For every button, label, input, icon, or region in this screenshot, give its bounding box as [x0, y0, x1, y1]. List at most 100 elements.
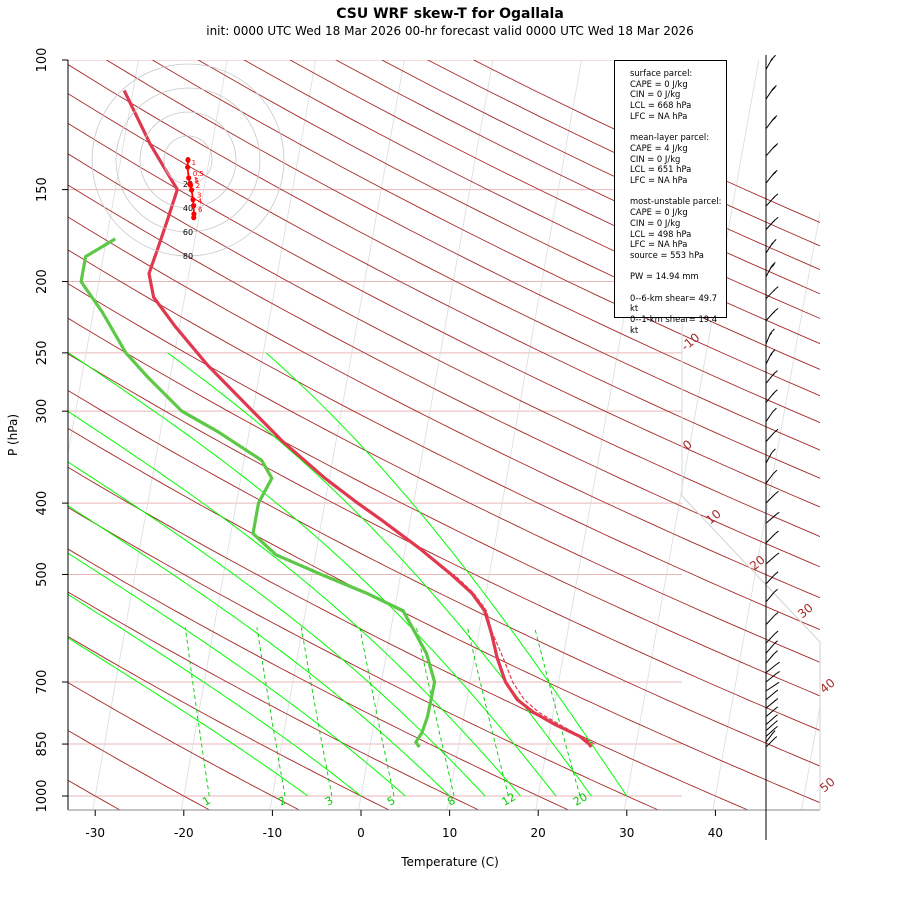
wind-barb [765, 239, 777, 254]
dry-adiabat [68, 427, 820, 804]
wind-barb [765, 217, 779, 230]
wind-barb-half-flag [774, 736, 778, 739]
wind-barb-half-flag [775, 726, 778, 729]
wind-barb-half-flag [772, 220, 776, 223]
parcel-trace [453, 573, 595, 745]
y-tick-label: 1000 [35, 779, 50, 812]
wind-barb-half-flag [773, 730, 776, 733]
wind-barb [765, 726, 778, 737]
y-tick-label: 500 [35, 562, 50, 587]
dry-adiabat [380, 60, 820, 271]
chart-subtitle: init: 0000 UTC Wed 18 Mar 2026 00-hr for… [206, 24, 694, 38]
wind-barb-shaft [765, 533, 776, 544]
precipitable-water: PW = 14.94 mm [630, 271, 699, 282]
wind-barb-shaft [765, 721, 777, 731]
wind-barb [765, 714, 778, 726]
dry-adiabat [68, 93, 820, 479]
most-unstable-lcl: LCL = 498 hPa [630, 228, 692, 239]
x-tick-label: 20 [531, 826, 546, 840]
wind-barb-flag [772, 407, 777, 412]
wind-barb-shaft [765, 727, 777, 737]
wind-barb-shaft [765, 737, 776, 748]
y-tick-label: 200 [35, 269, 50, 294]
dry-adiabat [68, 390, 820, 767]
isotherm-line [68, 60, 139, 456]
hodograph-point [190, 197, 196, 203]
wind-barb-flag [774, 308, 779, 312]
wind-barb-flag [773, 389, 778, 394]
wind-barb [765, 571, 779, 585]
wind-barb-half-flag [772, 196, 775, 199]
wind-barb [765, 115, 778, 130]
wind-barb [765, 640, 778, 654]
wind-barb-shaft [765, 493, 776, 504]
wind-barb-flag [774, 428, 779, 433]
wind-barb-shaft [765, 699, 777, 709]
wind-barb [765, 720, 778, 731]
wind-barb-flag [774, 490, 779, 495]
dry-adiabat [68, 466, 749, 810]
wind-barb-flag [774, 530, 779, 535]
hodograph-point [185, 164, 191, 170]
wind-barb-shaft [765, 554, 777, 565]
wind-barb-flag [771, 117, 776, 122]
wind-barb-half-flag [772, 373, 775, 376]
wind-barb [765, 650, 778, 664]
mixing-ratio-line [534, 627, 581, 797]
dry-adiabat [68, 548, 570, 810]
wind-barb [765, 54, 776, 70]
most-unstable-source: source = 553 hPa [630, 249, 704, 260]
wind-barb [765, 349, 776, 365]
wind-barb-shaft [765, 732, 774, 743]
wind-barb [765, 490, 779, 504]
dry-adiabat [68, 353, 820, 731]
isotherm-line [890, 26, 900, 811]
surface-cape: CAPE = 0 J/kg [630, 78, 688, 89]
most-unstable-cape: CAPE = 0 J/kg [630, 207, 688, 218]
wind-barb-flag [770, 263, 775, 269]
hodograph-point [186, 175, 192, 181]
wind-barb-flag [770, 349, 776, 355]
isotherm-line [358, 60, 494, 810]
surface-lcl: LCL = 668 hPa [630, 100, 692, 111]
wind-barb-flag [772, 144, 777, 149]
surface-lfc: LFC = NA hPa [630, 110, 688, 121]
wind-barb-flag [776, 670, 780, 674]
hodograph-point [189, 187, 195, 193]
wind-barb [765, 193, 779, 207]
mixing-ratio-line [359, 627, 395, 797]
isotherm-line [712, 210, 820, 810]
hodograph-ring [91, 63, 285, 257]
hodograph-point-label: 2 [196, 182, 200, 190]
wind-barb [765, 469, 778, 484]
x-tick-label: 30 [619, 826, 634, 840]
wind-barb-half-flag [775, 714, 778, 717]
wind-barb-half-flag [769, 353, 773, 356]
wind-barb [765, 730, 776, 743]
hodograph-point [187, 182, 194, 188]
mixing-ratio-label: 12 [499, 790, 518, 808]
hodograph-point [190, 203, 197, 209]
wind-barb [765, 612, 779, 625]
surface-cin: CIN = 0 J/kg [630, 89, 681, 100]
y-axis-label: P (hPa) [6, 413, 20, 457]
mixing-ratio-line [415, 627, 455, 797]
wind-barb-flag [774, 630, 779, 635]
hodograph-point-label: 1 [194, 176, 198, 184]
dry-adiabat [68, 122, 820, 508]
wind-barb-flag [774, 286, 779, 290]
isotherm-label: 20 [747, 553, 768, 574]
wind-barb [765, 552, 780, 565]
wind-barb-flag [773, 588, 778, 593]
moist-adiabat [167, 352, 592, 797]
mean-layer-lfc: LFC = NA hPa [630, 175, 688, 186]
wind-barb [765, 630, 779, 644]
dry-adiabat [68, 591, 480, 810]
moist-adiabat [68, 593, 362, 797]
plot-area [68, 26, 900, 811]
chart-title: CSU WRF skew-T for Ogallala [336, 6, 564, 22]
wind-barb-shaft [765, 715, 777, 726]
wind-barb [765, 736, 778, 748]
wind-barb-half-flag [776, 706, 779, 709]
